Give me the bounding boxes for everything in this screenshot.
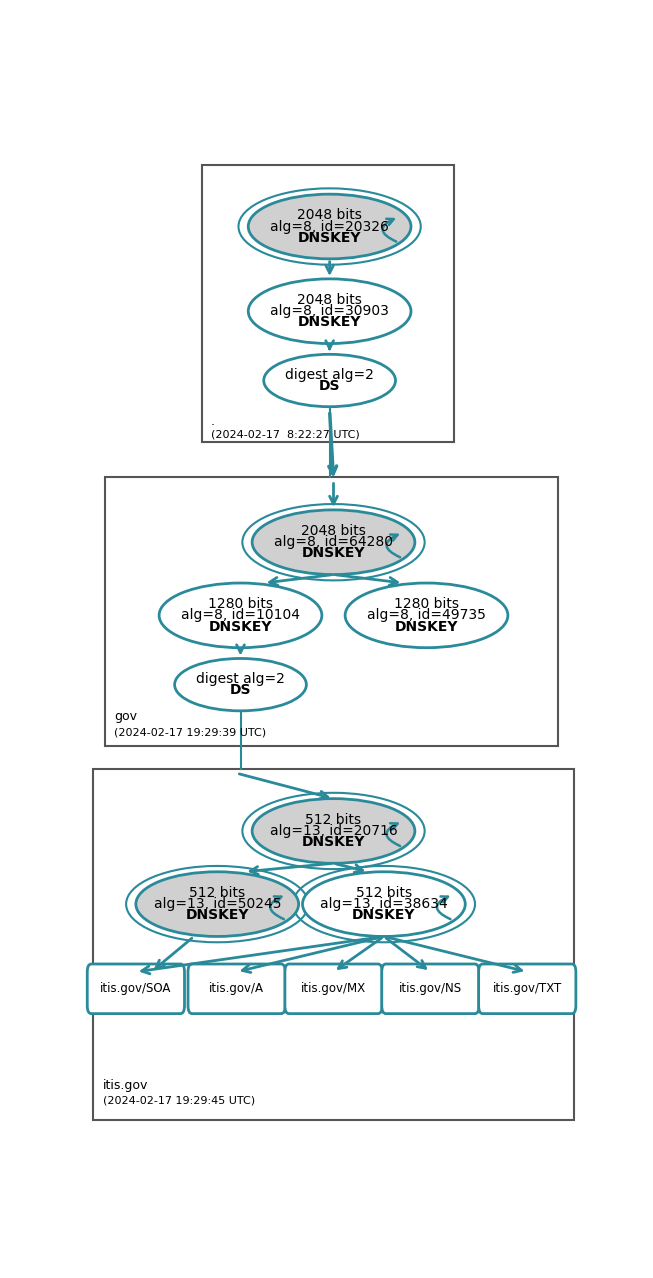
- Text: itis.gov/NS: itis.gov/NS: [399, 983, 462, 996]
- FancyBboxPatch shape: [88, 964, 185, 1013]
- Ellipse shape: [159, 583, 322, 648]
- Text: DNSKEY: DNSKEY: [302, 835, 365, 849]
- FancyBboxPatch shape: [382, 964, 479, 1013]
- Text: gov: gov: [114, 711, 137, 723]
- Ellipse shape: [252, 799, 415, 864]
- Text: DNSKEY: DNSKEY: [395, 620, 458, 634]
- Text: alg=8, id=30903: alg=8, id=30903: [270, 304, 389, 318]
- Text: alg=8, id=20326: alg=8, id=20326: [270, 220, 389, 234]
- Bar: [105, 477, 558, 746]
- Text: alg=13, id=20716: alg=13, id=20716: [270, 824, 398, 838]
- Text: (2024-02-17  8:22:27 UTC): (2024-02-17 8:22:27 UTC): [211, 429, 360, 440]
- Text: 1280 bits: 1280 bits: [394, 597, 459, 611]
- Text: 512 bits: 512 bits: [306, 813, 362, 827]
- Text: DNSKEY: DNSKEY: [298, 316, 361, 330]
- Text: alg=8, id=64280: alg=8, id=64280: [274, 535, 393, 550]
- FancyBboxPatch shape: [285, 964, 382, 1013]
- Text: digest alg=2: digest alg=2: [196, 672, 285, 686]
- Text: 512 bits: 512 bits: [356, 886, 412, 900]
- Text: alg=13, id=50245: alg=13, id=50245: [153, 897, 281, 911]
- Text: alg=8, id=49735: alg=8, id=49735: [367, 608, 486, 622]
- Text: 2048 bits: 2048 bits: [297, 208, 362, 222]
- Text: itis.gov/MX: itis.gov/MX: [301, 983, 366, 996]
- Text: 512 bits: 512 bits: [189, 886, 246, 900]
- Text: DS: DS: [230, 684, 251, 698]
- Ellipse shape: [248, 279, 411, 344]
- Ellipse shape: [264, 354, 396, 406]
- Ellipse shape: [248, 194, 411, 259]
- Text: .: .: [211, 415, 215, 428]
- Text: 1280 bits: 1280 bits: [208, 597, 273, 611]
- Ellipse shape: [174, 658, 306, 711]
- Text: digest alg=2: digest alg=2: [285, 368, 374, 382]
- FancyBboxPatch shape: [188, 964, 285, 1013]
- Text: itis.gov/A: itis.gov/A: [209, 983, 264, 996]
- Ellipse shape: [252, 510, 415, 575]
- Text: alg=8, id=10104: alg=8, id=10104: [181, 608, 300, 622]
- Text: 2048 bits: 2048 bits: [301, 524, 366, 538]
- Text: DNSKEY: DNSKEY: [185, 909, 249, 923]
- Text: (2024-02-17 19:29:45 UTC): (2024-02-17 19:29:45 UTC): [103, 1095, 255, 1105]
- Bar: [93, 769, 574, 1120]
- Ellipse shape: [302, 872, 465, 937]
- Text: DNSKEY: DNSKEY: [352, 909, 415, 923]
- FancyBboxPatch shape: [479, 964, 576, 1013]
- Text: DS: DS: [319, 380, 340, 394]
- Text: DNSKEY: DNSKEY: [209, 620, 272, 634]
- Text: DNSKEY: DNSKEY: [302, 547, 365, 560]
- Text: itis.gov: itis.gov: [103, 1079, 148, 1091]
- Text: itis.gov/SOA: itis.gov/SOA: [100, 983, 172, 996]
- Text: 2048 bits: 2048 bits: [297, 293, 362, 307]
- Text: itis.gov/TXT: itis.gov/TXT: [492, 983, 562, 996]
- Bar: [202, 165, 454, 442]
- Ellipse shape: [345, 583, 508, 648]
- Text: (2024-02-17 19:29:39 UTC): (2024-02-17 19:29:39 UTC): [114, 727, 266, 737]
- Text: alg=13, id=38634: alg=13, id=38634: [320, 897, 448, 911]
- Ellipse shape: [136, 872, 298, 937]
- Text: DNSKEY: DNSKEY: [298, 230, 361, 244]
